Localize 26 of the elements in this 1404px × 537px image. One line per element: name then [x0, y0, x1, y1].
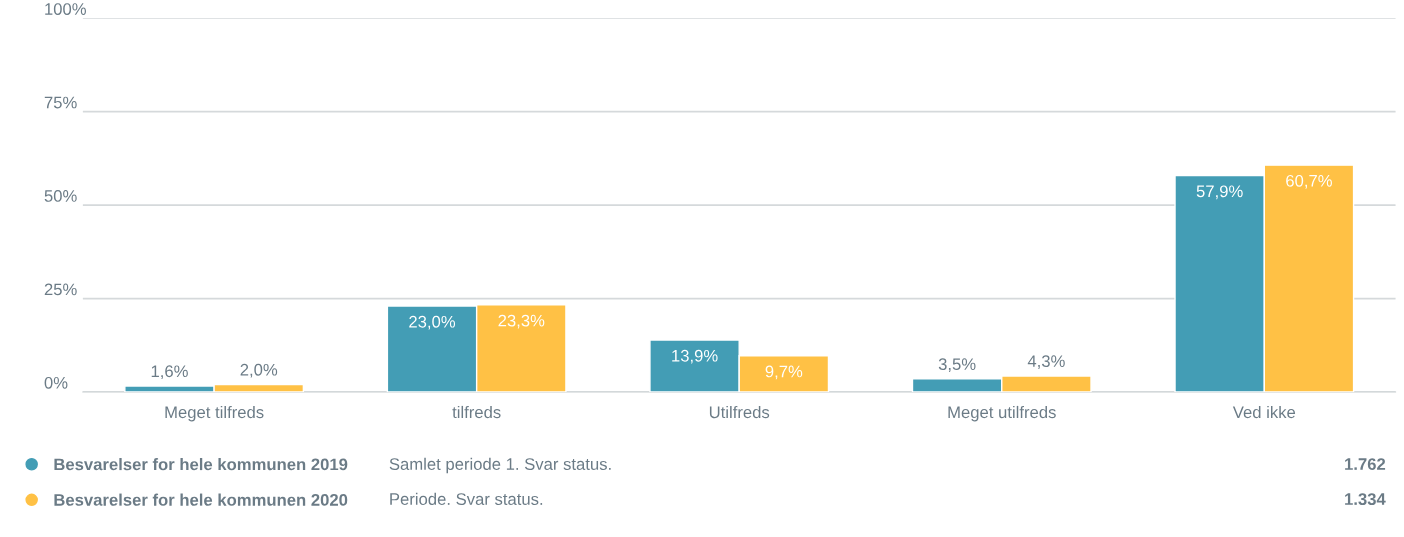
x-tick-label: Meget utilfreds: [948, 405, 1056, 422]
y-tick-label: 75%: [44, 96, 77, 109]
y-tick-label: 100%: [45, 3, 86, 15]
text: Samlet periode 1. Svar status.: [389, 457, 611, 474]
y-tick-label: 25%: [44, 283, 77, 296]
data-label: 57,9%: [1196, 185, 1243, 200]
legend-label: Besvarelser for hele kommunen 2020: [54, 493, 348, 506]
data-label: 1,6%: [151, 365, 188, 380]
x-tick-label: Utilfreds: [709, 405, 770, 419]
data-label: 9,7%: [765, 365, 803, 380]
legend-label: Besvarelser for hele kommunen 2019: [54, 458, 348, 471]
x-tick-label: Meget tilfreds: [165, 405, 264, 422]
text: 1.762: [1345, 458, 1386, 470]
data-label: 23,0%: [409, 315, 456, 330]
x-tick-label: Ved ikke: [1232, 405, 1296, 419]
data-label: 13,9%: [672, 349, 718, 364]
y-tick-label: 50%: [44, 190, 77, 202]
data-label: 60,7%: [1286, 174, 1332, 189]
text: 1.334: [1345, 493, 1386, 506]
text: Periode. Svar status.: [390, 492, 543, 505]
data-label: 2,0%: [240, 363, 278, 378]
data-label: 4,3%: [1027, 355, 1065, 370]
data-label: 3,5%: [938, 358, 976, 372]
data-label: 23,3%: [498, 314, 545, 329]
y-tick-label: 0%: [44, 376, 68, 389]
x-tick-label: tilfreds: [452, 405, 501, 419]
